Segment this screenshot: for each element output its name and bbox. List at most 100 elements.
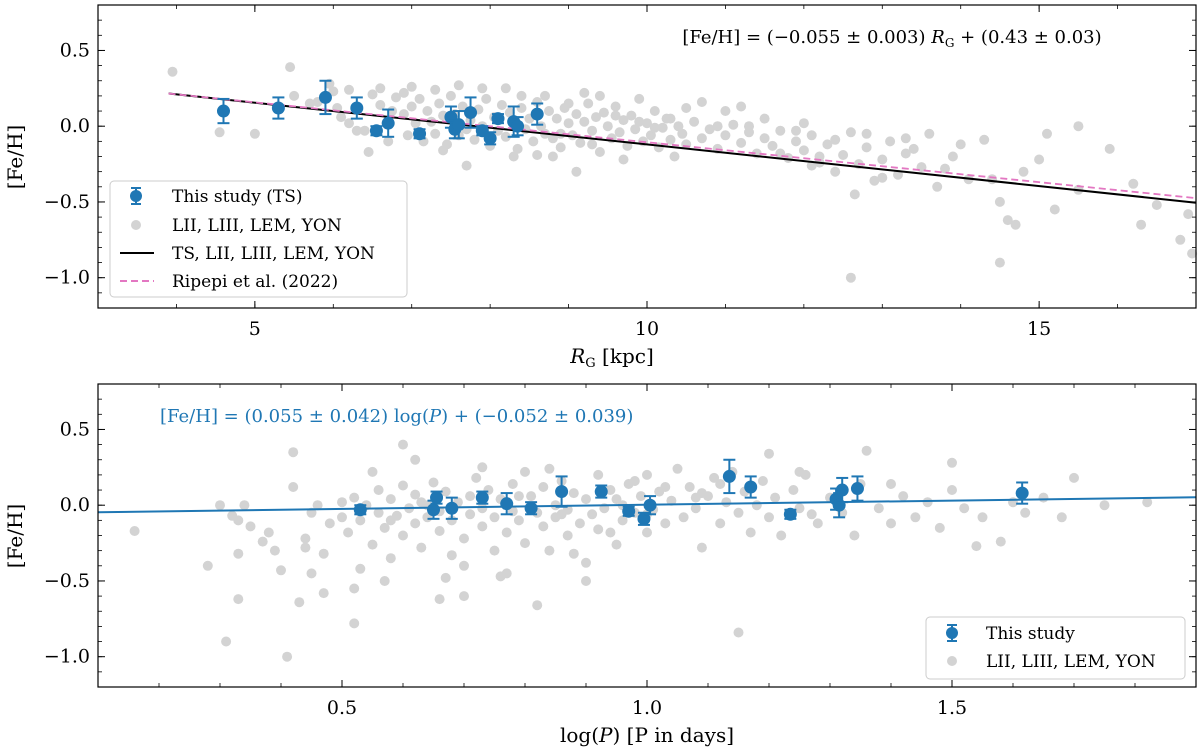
top-lit-point	[987, 174, 998, 185]
top-lit-point	[696, 97, 707, 107]
bottom-lit-point	[385, 553, 396, 564]
bottom-lit-point	[910, 512, 921, 523]
top-lit-point	[908, 143, 919, 154]
bottom-x-axis-label: log(P) [P in days]	[560, 723, 734, 747]
bottom-legend-box	[925, 616, 1186, 680]
top-lit-point	[791, 136, 801, 147]
top-lit-point	[845, 272, 856, 283]
top-lit-point	[504, 107, 515, 118]
bottom-lit-point	[629, 476, 640, 486]
bottom-lit-point	[715, 479, 726, 489]
bottom-lit-point	[507, 479, 518, 489]
top-lit-point	[1183, 209, 1194, 220]
bottom-lit-point	[233, 594, 244, 605]
bottom-lit-point	[276, 565, 286, 576]
top-lit-point	[736, 137, 747, 148]
bottom-lit-point	[574, 518, 585, 529]
top-lit-point	[940, 163, 950, 174]
top-lit-point	[677, 128, 688, 139]
top-ts-point	[483, 131, 497, 146]
bottom-lit-point	[660, 518, 671, 529]
top-lit-point	[618, 154, 629, 165]
top-x-axis-label: RG [kpc]	[569, 344, 654, 371]
top-lit-point	[645, 130, 656, 141]
bottom-lit-point	[355, 563, 366, 574]
bottom-lit-point	[520, 466, 530, 477]
bottom-ts-point	[430, 490, 444, 505]
bottom-lit-point	[715, 518, 726, 529]
top-lit-point	[167, 66, 178, 77]
top-legend-label-fit: TS, LII, LIII, LEM, YON	[172, 244, 375, 264]
top-lit-point	[336, 112, 347, 123]
bottom-lit-point	[873, 503, 884, 514]
top-lit-point	[532, 150, 543, 160]
bottom-lit-point	[1056, 512, 1067, 523]
bottom-lit-point	[367, 539, 378, 550]
top-x-tick-label: 5	[249, 318, 261, 340]
bottom-lit-point	[471, 472, 482, 483]
top-ts-point	[452, 110, 466, 140]
top-lit-point	[791, 125, 801, 136]
bottom-lit-point	[581, 576, 591, 586]
top-lit-point	[391, 92, 401, 103]
bottom-y-tick-label: 0.5	[60, 418, 90, 440]
bottom-lit-point	[501, 527, 512, 538]
bottom-lit-point	[538, 521, 549, 532]
top-lit-point	[673, 121, 684, 132]
bottom-lit-point	[642, 469, 652, 480]
top-ts-point	[271, 96, 285, 120]
top-ts-point	[530, 102, 544, 126]
top-lit-point	[618, 115, 629, 126]
bottom-ts-point	[594, 484, 608, 499]
bottom-lit-point	[794, 466, 805, 477]
bottom-lit-point	[532, 600, 543, 611]
bottom-lit-point	[306, 568, 317, 579]
top-lit-point	[540, 90, 550, 101]
bottom-lit-point	[764, 512, 774, 523]
top-lit-point	[594, 90, 605, 101]
bottom-lit-point	[898, 491, 909, 502]
top-lit-point	[861, 128, 872, 139]
bottom-lit-point	[337, 497, 347, 508]
bottom-lit-point	[696, 488, 707, 499]
top-y-axis-label: [Fe/H]	[3, 125, 27, 189]
bottom-lit-point	[611, 494, 622, 505]
bottom-lit-point	[349, 583, 360, 594]
top-ts-point	[413, 127, 427, 141]
top-lit-point	[649, 106, 660, 116]
top-lit-point	[736, 101, 747, 112]
bottom-x-tick-label: 0.5	[327, 697, 357, 719]
bottom-lit-point	[294, 597, 305, 608]
top-ts-point	[511, 116, 525, 137]
bottom-lit-point	[526, 491, 537, 502]
bottom-lit-point	[446, 550, 457, 561]
bottom-lit-point	[513, 491, 524, 502]
top-lit-point	[924, 128, 935, 139]
top-lit-point	[830, 166, 841, 177]
bottom-lit-point	[434, 594, 445, 605]
top-lit-point	[402, 130, 413, 141]
top-lit-point	[947, 151, 958, 162]
top-lit-point	[720, 106, 731, 116]
bottom-y-axis-label: [Fe/H]	[3, 504, 27, 568]
bottom-lit-point	[489, 545, 500, 556]
bottom-lit-point	[495, 571, 506, 582]
top-lit-point	[1128, 178, 1139, 189]
top-lit-point	[759, 113, 770, 124]
bottom-lit-point	[257, 536, 268, 547]
top-lit-point	[877, 172, 888, 183]
top-lit-point	[1034, 154, 1045, 165]
bottom-lit-point	[568, 548, 579, 559]
bottom-lit-point	[696, 542, 707, 553]
bottom-lit-point	[513, 515, 524, 526]
top-legend-marker-ts	[130, 187, 142, 205]
top-lit-point	[363, 147, 374, 157]
bottom-ts-point	[783, 507, 797, 521]
bottom-lit-point	[861, 445, 872, 456]
bottom-lit-point	[971, 541, 982, 552]
bottom-lit-point	[349, 618, 360, 629]
top-lit-point	[359, 125, 370, 136]
top-panel: 5 10 15 0.5 0.0 −0.5 −1.0 [Fe/H] = (−0.055 ± 0…	[3, 4, 1198, 371]
bottom-panel: 0.5 1.0 1.5 0.5 0.0 −0.5 −1.0 [Fe/H] = (0.055 …	[3, 383, 1197, 747]
top-fit-line	[168, 92, 1197, 204]
